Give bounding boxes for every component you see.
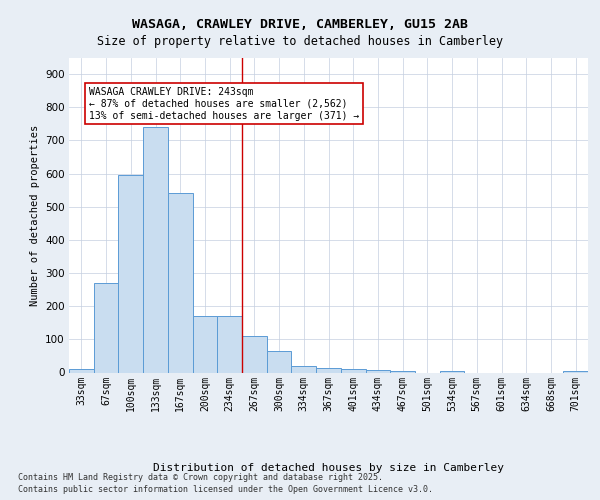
Bar [94,283,118,372]
X-axis label: Distribution of detached houses by size in Camberley: Distribution of detached houses by size … [153,464,504,473]
Bar [316,368,341,372]
Bar [267,351,292,372]
Bar [292,366,316,372]
Bar [118,175,143,372]
Y-axis label: Number of detached properties: Number of detached properties [29,124,40,306]
Text: WASAGA, CRAWLEY DRIVE, CAMBERLEY, GU15 2AB: WASAGA, CRAWLEY DRIVE, CAMBERLEY, GU15 2… [132,18,468,30]
Bar [242,336,267,372]
Text: Contains HM Land Registry data © Crown copyright and database right 2025.: Contains HM Land Registry data © Crown c… [18,472,383,482]
Bar [341,369,365,372]
Bar [168,194,193,372]
Bar [563,371,588,372]
Text: WASAGA CRAWLEY DRIVE: 243sqm
← 87% of detached houses are smaller (2,562)
13% of: WASAGA CRAWLEY DRIVE: 243sqm ← 87% of de… [89,88,359,120]
Text: Size of property relative to detached houses in Camberley: Size of property relative to detached ho… [97,35,503,48]
Bar [365,370,390,372]
Bar [440,371,464,372]
Bar [69,369,94,372]
Bar [193,316,217,372]
Bar [217,316,242,372]
Bar [390,371,415,372]
Text: Contains public sector information licensed under the Open Government Licence v3: Contains public sector information licen… [18,485,433,494]
Bar [143,127,168,372]
